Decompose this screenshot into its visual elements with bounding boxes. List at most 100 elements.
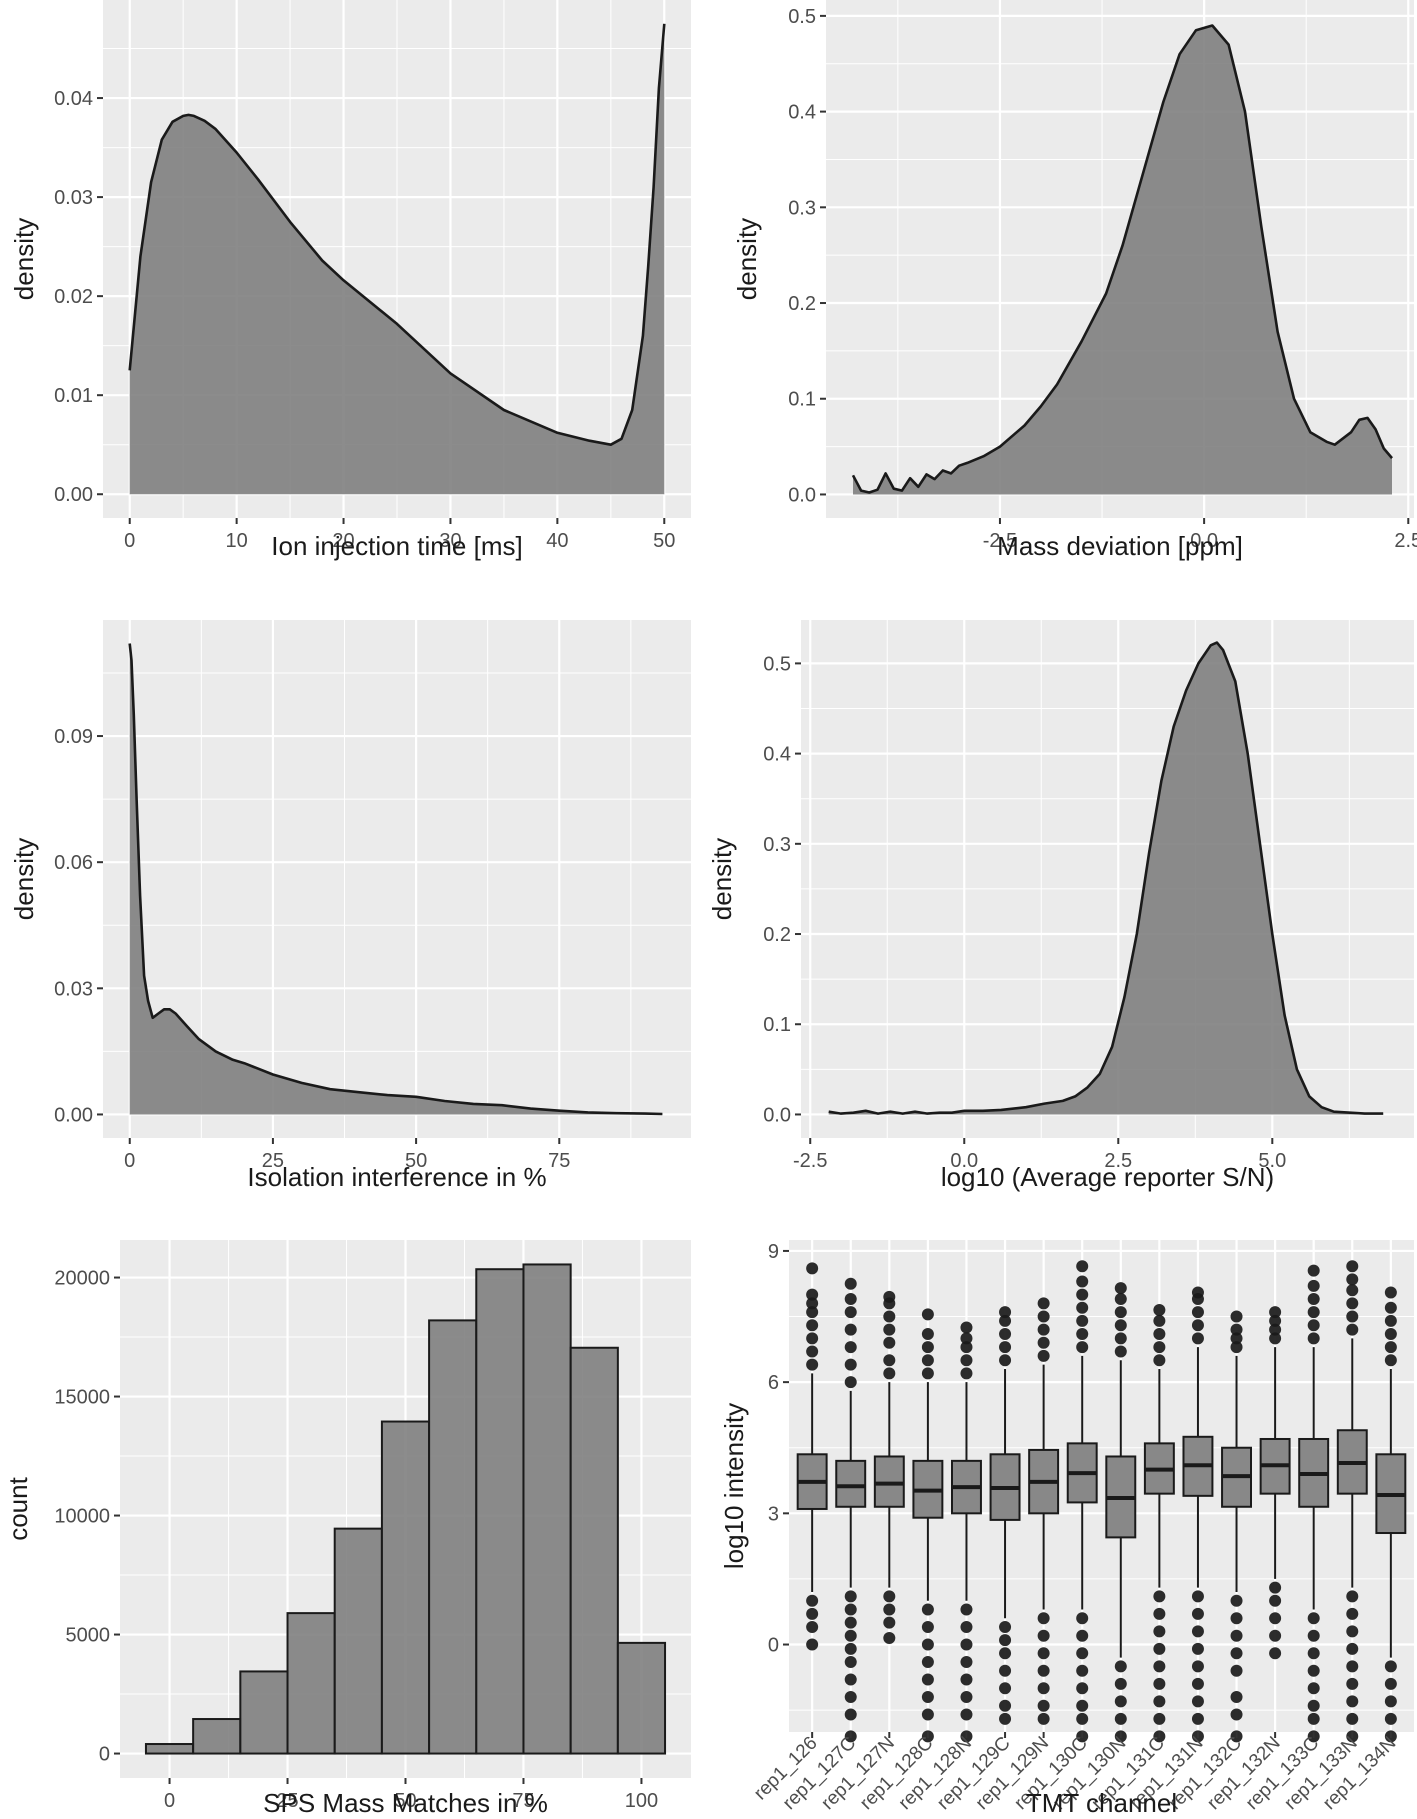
outlier-point: [844, 1629, 857, 1642]
outlier-point: [844, 1590, 857, 1603]
x-tick-label: 5.0: [1258, 1150, 1286, 1172]
outlier-point: [999, 1306, 1012, 1319]
outlier-point: [960, 1621, 973, 1634]
y-tick-label: 0.0: [788, 484, 816, 506]
x-tick-label: 75: [548, 1150, 570, 1172]
outlier-point: [883, 1631, 896, 1644]
outlier-point: [960, 1332, 973, 1345]
tmt-chart: 0369rep1_126rep1_127Crep1_127Nrep1_128Cr…: [719, 1240, 1414, 1818]
outlier-point: [806, 1262, 819, 1275]
outlier-point: [883, 1354, 896, 1367]
ion-density-line: [128, 23, 666, 446]
outlier-point: [1191, 1642, 1204, 1655]
outlier-point: [1307, 1332, 1320, 1345]
outlier-point: [999, 1664, 1012, 1677]
outlier-point: [1037, 1323, 1050, 1336]
outlier-point: [1191, 1306, 1204, 1319]
iso-density-area: [129, 643, 663, 1115]
outlier-point: [1037, 1310, 1050, 1323]
outlier-point: [806, 1297, 819, 1310]
outlier-point: [1076, 1328, 1089, 1341]
outlier-point: [1076, 1712, 1089, 1725]
histogram-bar: [428, 1319, 478, 1755]
outlier-point: [960, 1603, 973, 1616]
histogram-bar: [522, 1263, 572, 1755]
histogram-bar: [286, 1612, 336, 1755]
outlier-point: [1346, 1677, 1359, 1690]
outlier-point: [1230, 1664, 1243, 1677]
outlier-point: [999, 1647, 1012, 1660]
outlier-point: [1269, 1612, 1282, 1625]
y-tick-label: 0.2: [763, 924, 791, 946]
y-tick-label: 0.04: [54, 88, 93, 110]
outlier-point: [1191, 1695, 1204, 1708]
ion-chart: 0.00 0.01 0.02 0.03 0.04 0 10 20 30 40 50 Ion injec…: [9, 0, 691, 561]
outlier-point: [1307, 1306, 1320, 1319]
x-tick-label: 20: [332, 530, 354, 552]
x-axis-title: log10 (Average reporter S/N): [941, 1162, 1274, 1192]
outlier-point: [1076, 1699, 1089, 1712]
outlier-point: [883, 1290, 896, 1303]
outlier-point: [1269, 1629, 1282, 1642]
outlier-point: [1307, 1293, 1320, 1306]
outlier-point: [1114, 1282, 1127, 1295]
outlier-point: [1076, 1260, 1089, 1273]
outlier-point: [999, 1314, 1012, 1327]
boxplot-rep1_133N: [1336, 1260, 1368, 1743]
outlier-point: [1384, 1341, 1397, 1354]
x-tick-label: 0.0: [1190, 530, 1218, 552]
mass-chart: 0.0 0.1 0.2 0.3 0.4 0.5 -2.5 0.0 2.5 Mass deviati…: [732, 0, 1417, 561]
outlier-point: [1153, 1660, 1166, 1673]
outlier-point: [921, 1691, 934, 1704]
y-tick-label: 0.3: [788, 197, 816, 219]
outlier-point: [921, 1621, 934, 1634]
outlier-point: [1114, 1660, 1127, 1673]
outlier-point: [999, 1682, 1012, 1695]
y-tick-label: 0.2: [788, 293, 816, 315]
outlier-point: [844, 1358, 857, 1371]
outlier-point: [1346, 1642, 1359, 1655]
outlier-point: [844, 1616, 857, 1629]
outlier-point: [1230, 1323, 1243, 1336]
outlier-point: [1037, 1682, 1050, 1695]
outlier-point: [1384, 1354, 1397, 1367]
outlier-point: [1037, 1297, 1050, 1310]
y-axis-title: density: [9, 838, 39, 920]
outlier-point: [806, 1345, 819, 1358]
outlier-point: [883, 1590, 896, 1603]
outlier-point: [1269, 1306, 1282, 1319]
x-tick-label: 100: [625, 1790, 658, 1812]
outlier-point: [1269, 1581, 1282, 1594]
outlier-point: [1346, 1260, 1359, 1273]
outlier-point: [921, 1656, 934, 1669]
outlier-point: [1346, 1323, 1359, 1336]
x-tick-label: 75: [512, 1790, 534, 1812]
x-tick-label: 10: [226, 530, 248, 552]
outlier-point: [806, 1288, 819, 1301]
outlier-point: [1307, 1664, 1320, 1677]
boxplot-rep1_128N: [951, 1321, 982, 1743]
outlier-point: [883, 1603, 896, 1616]
x-tick-label: 0: [164, 1790, 175, 1812]
y-tick-label: 0: [768, 1635, 779, 1657]
x-tick-label: 25: [262, 1150, 284, 1172]
y-tick-label: 0.3: [763, 834, 791, 856]
x-tick-label: 2.5: [1104, 1150, 1132, 1172]
outlier-point: [1153, 1712, 1166, 1725]
outlier-point: [1076, 1664, 1089, 1677]
outlier-point: [960, 1656, 973, 1669]
outlier-point: [1230, 1708, 1243, 1721]
boxplot-rep1_129C: [989, 1306, 1021, 1725]
histogram-bar: [475, 1268, 525, 1755]
outlier-point: [1384, 1314, 1397, 1327]
outlier-point: [960, 1638, 973, 1651]
histogram-bar: [192, 1718, 242, 1755]
outlier-point: [1230, 1341, 1243, 1354]
outlier-point: [960, 1341, 973, 1354]
outlier-point: [1307, 1647, 1320, 1660]
outlier-point: [1191, 1590, 1204, 1603]
y-tick-label: 0.09: [54, 726, 93, 748]
outlier-point: [844, 1341, 857, 1354]
